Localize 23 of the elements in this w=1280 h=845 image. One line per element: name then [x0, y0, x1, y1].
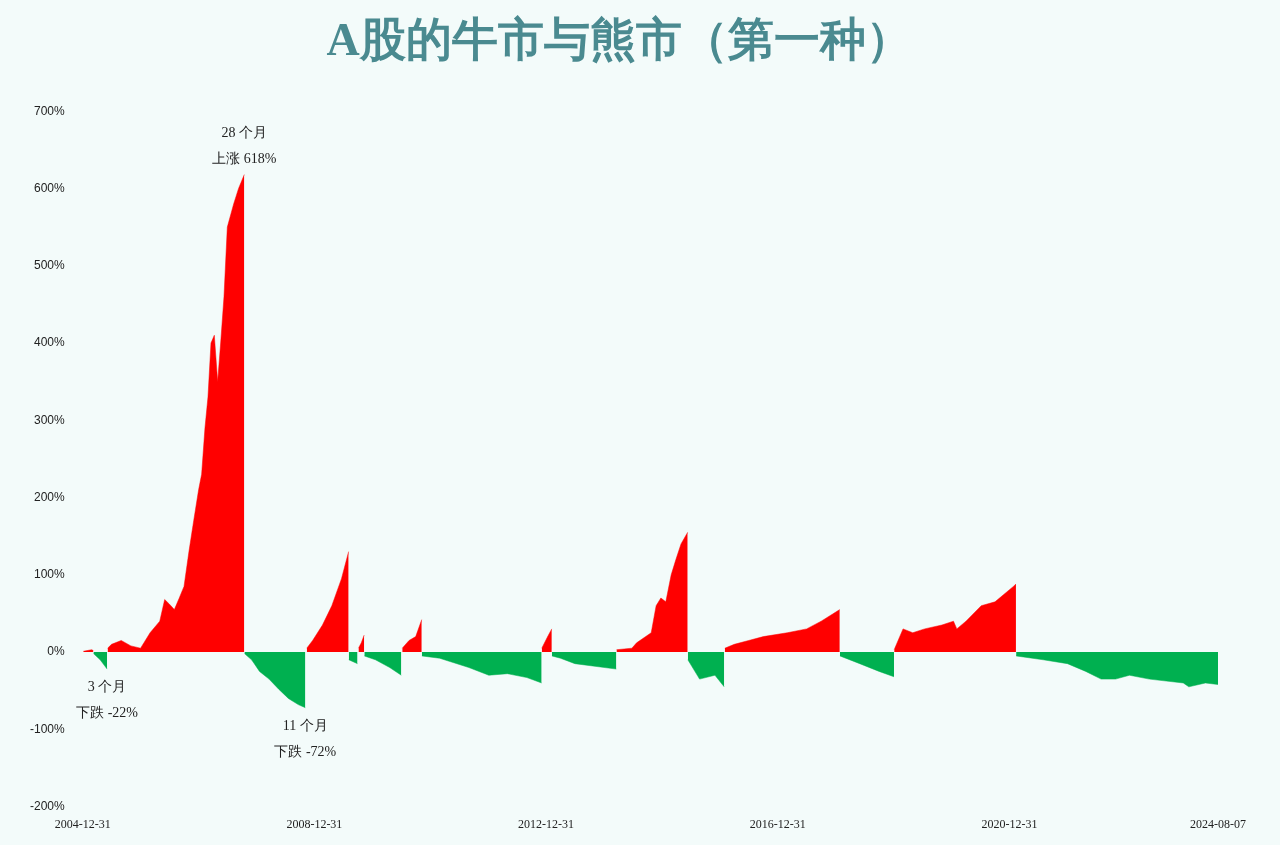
x-tick-label: 2012-12-31 [518, 816, 575, 831]
x-tick-label: 2004-12-31 [54, 816, 111, 831]
annotation: 下跌 -72% [274, 743, 337, 759]
y-tick-label: 100% [33, 567, 66, 582]
y-tick-label: 200% [33, 489, 66, 504]
annotation: 上涨 618% [212, 150, 277, 166]
y-tick-label: 300% [33, 412, 66, 427]
y-tick-label: 600% [33, 180, 66, 195]
annotation: 下跌 -22% [76, 705, 139, 721]
y-tick-label: 400% [33, 335, 66, 350]
annotation: 28 个月 [221, 124, 268, 140]
y-tick-label: 500% [33, 258, 66, 273]
y-tick-label: 0% [47, 644, 66, 659]
y-tick-label: 700% [33, 103, 66, 118]
chart-title: A股的牛市与熊市（第一种） [326, 14, 912, 66]
x-tick-label: 2008-12-31 [286, 816, 343, 831]
x-tick-label: 2024-08-07 [1190, 816, 1246, 831]
annotation: 3 个月 [87, 679, 127, 695]
x-tick-label: 2020-12-31 [981, 816, 1038, 831]
y-tick-label: -200% [30, 798, 66, 813]
x-tick-label: 2016-12-31 [749, 816, 806, 831]
annotation: 11 个月 [282, 717, 328, 733]
y-tick-label: -100% [30, 721, 66, 736]
